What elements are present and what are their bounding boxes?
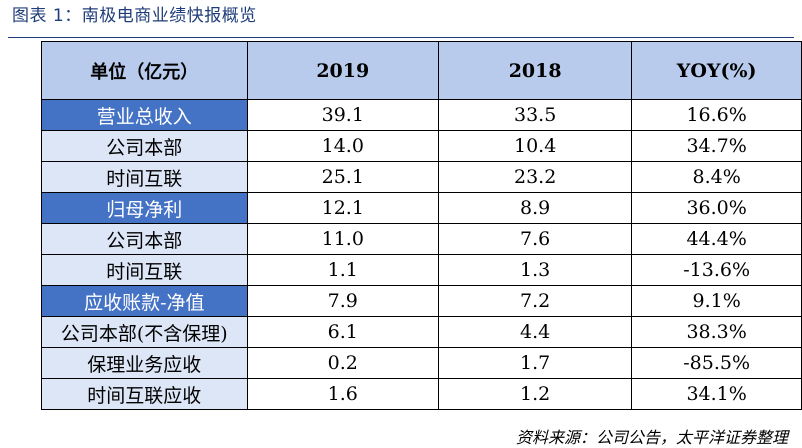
source-note: 资料来源：公司公告，太平洋证券整理 — [515, 428, 788, 447]
title-divider — [8, 37, 794, 38]
value-2019-cell: 11.0 — [246, 223, 439, 255]
yoy-cell: 34.1% — [631, 378, 802, 410]
yoy-cell: -13.6% — [631, 254, 802, 286]
value-2018-cell: 33.5 — [437, 99, 633, 131]
earnings-table: 单位（亿元） 2019 2018 YOY(%) 营业总收入 39.1 33.5 16.… — [41, 41, 802, 410]
value-2019-cell: 14.0 — [246, 130, 439, 162]
table-row: 公司本部(不含保理) 6.1 4.4 38.3% — [41, 316, 802, 348]
row-label-cell: 时间互联 — [41, 254, 248, 286]
table-row: 营业总收入 39.1 33.5 16.6% — [41, 99, 802, 131]
value-2019-cell: 25.1 — [246, 161, 439, 193]
table-row: 时间互联应收 1.6 1.2 34.1% — [41, 378, 802, 410]
value-2018-cell: 4.4 — [437, 316, 633, 348]
value-2019-cell: 1.6 — [246, 378, 439, 410]
value-2019-cell: 0.2 — [246, 347, 439, 379]
value-2019-cell: 6.1 — [246, 316, 439, 348]
table-row: 归母净利 12.1 8.9 36.0% — [41, 192, 802, 224]
row-label-cell: 时间互联 — [41, 161, 248, 193]
row-label-cell: 时间互联应收 — [41, 378, 248, 410]
yoy-cell: 34.7% — [631, 130, 802, 162]
table-row: 时间互联 1.1 1.3 -13.6% — [41, 254, 802, 286]
table-row: 公司本部 14.0 10.4 34.7% — [41, 130, 802, 162]
row-label-cell: 公司本部 — [41, 223, 248, 255]
header-unit: 单位（亿元） — [41, 41, 248, 100]
value-2018-cell: 1.2 — [437, 378, 633, 410]
row-label-cell: 公司本部(不含保理) — [41, 316, 248, 348]
row-label-cell: 应收账款-净值 — [41, 285, 248, 317]
table-row: 保理业务应收 0.2 1.7 -85.5% — [41, 347, 802, 379]
value-2018-cell: 23.2 — [437, 161, 633, 193]
yoy-cell: 9.1% — [631, 285, 802, 317]
value-2018-cell: 7.2 — [437, 285, 633, 317]
table-row: 时间互联 25.1 23.2 8.4% — [41, 161, 802, 193]
row-label-cell: 保理业务应收 — [41, 347, 248, 379]
value-2018-cell: 1.3 — [437, 254, 633, 286]
table-row: 应收账款-净值 7.9 7.2 9.1% — [41, 285, 802, 317]
value-2019-cell: 12.1 — [246, 192, 439, 224]
yoy-cell: 8.4% — [631, 161, 802, 193]
figure-title: 图表 1：南极电商业绩快报概览 — [12, 6, 257, 26]
yoy-cell: 36.0% — [631, 192, 802, 224]
header-yoy: YOY(%) — [631, 41, 802, 100]
value-2019-cell: 1.1 — [246, 254, 439, 286]
row-label-cell: 归母净利 — [41, 192, 248, 224]
value-2018-cell: 8.9 — [437, 192, 633, 224]
yoy-cell: 16.6% — [631, 99, 802, 131]
value-2018-cell: 7.6 — [437, 223, 633, 255]
table-row: 公司本部 11.0 7.6 44.4% — [41, 223, 802, 255]
yoy-cell: 38.3% — [631, 316, 802, 348]
table-header-row: 单位（亿元） 2019 2018 YOY(%) — [41, 41, 802, 100]
value-2018-cell: 10.4 — [437, 130, 633, 162]
yoy-cell: 44.4% — [631, 223, 802, 255]
value-2019-cell: 39.1 — [246, 99, 439, 131]
value-2019-cell: 7.9 — [246, 285, 439, 317]
row-label-cell: 公司本部 — [41, 130, 248, 162]
header-2019: 2019 — [246, 41, 439, 100]
value-2018-cell: 1.7 — [437, 347, 633, 379]
yoy-cell: -85.5% — [631, 347, 802, 379]
row-label-cell: 营业总收入 — [41, 99, 248, 131]
header-2018: 2018 — [437, 41, 633, 100]
